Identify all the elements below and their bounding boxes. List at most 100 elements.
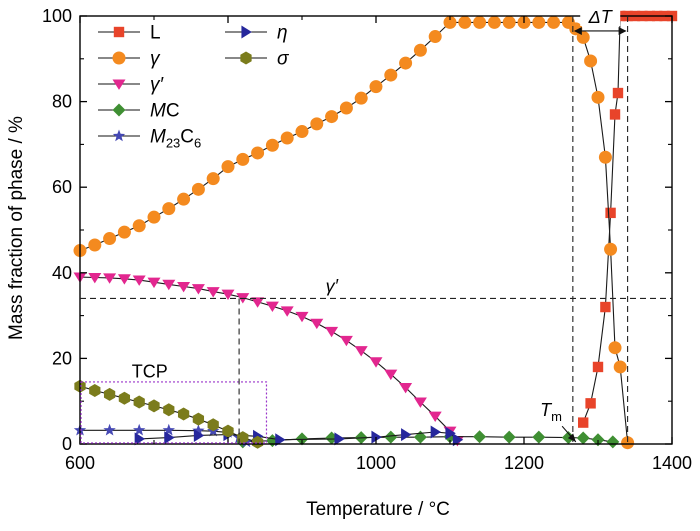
delta-t-arrowhead-right (618, 26, 627, 35)
data-point (236, 152, 250, 166)
data-point (369, 80, 383, 94)
data-point (600, 301, 611, 313)
data-point (606, 435, 620, 449)
tick-marks (79, 15, 673, 445)
data-point (310, 318, 324, 330)
x-tick-label: 800 (213, 453, 243, 473)
data-point (612, 87, 624, 99)
data-point (604, 242, 618, 256)
data-point (334, 432, 345, 446)
y-tick-label: 100 (42, 6, 72, 26)
data-point (428, 411, 442, 423)
data-point (89, 384, 101, 397)
legend-item: MC (98, 101, 180, 122)
data-point (221, 160, 235, 174)
data-point (371, 430, 382, 444)
legend-marker (241, 25, 252, 39)
x-tick-label: 1200 (504, 453, 544, 473)
gamma-prime-label: γ′ (326, 276, 339, 296)
data-point (251, 435, 264, 449)
delta-t-label-bg (580, 5, 621, 26)
legend-marker (112, 79, 126, 90)
x-tick-label: 600 (65, 453, 95, 473)
legend-item: L (98, 23, 161, 44)
data-point (452, 433, 464, 447)
legend-marker (112, 51, 126, 65)
tcp-label: TCP (132, 362, 168, 382)
series-line (80, 429, 247, 443)
x-tick-label: 1400 (652, 453, 692, 473)
data-point (88, 272, 102, 284)
tcp-box (80, 381, 268, 444)
data-point (193, 428, 205, 442)
legend-label: M23C6 (150, 127, 201, 151)
annotations: TCP γ′ ΔT Tm (80, 5, 672, 444)
legend-marker (112, 103, 126, 117)
data-point (428, 30, 442, 44)
legend-marker (112, 129, 126, 142)
data-point (103, 387, 116, 401)
data-point (578, 417, 589, 428)
data-point (134, 432, 146, 446)
data-point (251, 146, 265, 160)
data-point (561, 431, 575, 445)
data-point (295, 125, 309, 139)
data-point (206, 287, 220, 298)
data-point (609, 109, 621, 120)
data-point (148, 399, 160, 413)
data-point (118, 391, 131, 405)
data-point (576, 30, 590, 44)
data-point (162, 279, 176, 291)
legend-label: L (150, 23, 161, 44)
data-point (147, 277, 161, 289)
data-point (458, 15, 472, 29)
data-point (384, 68, 398, 82)
data-point (117, 274, 131, 285)
data-point (191, 182, 205, 196)
legend-label: γ′ (150, 75, 165, 96)
data-point (325, 110, 339, 124)
data-point (621, 436, 635, 450)
legend-item: σ (225, 49, 290, 70)
data-point (310, 117, 324, 131)
data-point (443, 15, 457, 29)
legend-marker (240, 51, 252, 65)
data-point (280, 131, 294, 145)
data-point (191, 284, 205, 295)
y-tick-label: 80 (52, 92, 72, 112)
data-point (598, 150, 612, 164)
chart-marks (73, 10, 678, 450)
data-point (576, 431, 590, 445)
data-point (584, 54, 598, 68)
data-point (532, 15, 546, 29)
x-axis-label: Temperature / °C (306, 499, 450, 520)
data-point (88, 238, 102, 252)
data-point (133, 423, 146, 436)
data-point (399, 382, 413, 394)
data-point (275, 433, 286, 447)
data-point (177, 281, 191, 293)
data-point (221, 289, 235, 301)
data-point (339, 101, 353, 115)
y-axis-label: Mass fraction of phase / % (6, 116, 27, 340)
data-point (591, 433, 605, 447)
data-point (162, 202, 176, 216)
data-point (354, 91, 368, 105)
legend-label: MC (150, 101, 180, 122)
data-point (177, 192, 191, 206)
data-point (265, 301, 279, 313)
data-point (132, 275, 146, 286)
data-point (206, 172, 220, 186)
data-point (401, 428, 412, 442)
legend-label: η (277, 23, 288, 44)
legend-item: η (225, 23, 288, 44)
y-tick-label: 40 (52, 263, 72, 283)
data-point (413, 43, 427, 57)
data-point (502, 15, 516, 29)
delta-t-label: ΔT (588, 7, 614, 27)
data-point (502, 430, 516, 444)
data-point (413, 397, 427, 408)
data-point (237, 431, 249, 445)
data-point (177, 407, 190, 421)
series-2 (73, 15, 635, 450)
